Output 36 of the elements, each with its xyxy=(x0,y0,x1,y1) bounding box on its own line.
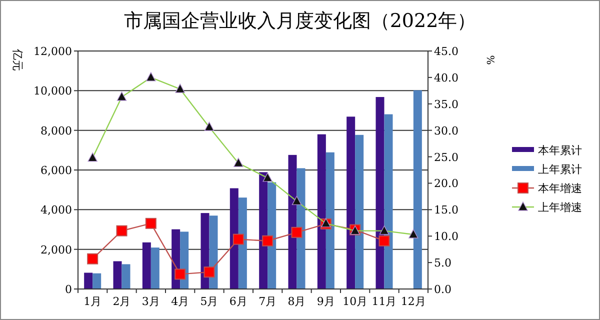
xtick: 7月 xyxy=(258,295,277,308)
y2label: % xyxy=(484,55,495,65)
y2tick: 20.0 xyxy=(434,177,458,190)
title: 市属国企营业收入月度变化图（2022年） xyxy=(124,10,476,32)
ytick: 6,000 xyxy=(40,164,72,177)
ytick: 12,000 xyxy=(34,45,72,58)
y2tick: 10.0 xyxy=(434,230,458,244)
xtick: 5月 xyxy=(200,295,218,308)
ylabel: 亿元 xyxy=(11,49,24,71)
xtick: 3月 xyxy=(142,295,160,308)
ytick: 8,000 xyxy=(40,124,72,138)
xtick: 12月 xyxy=(400,295,426,308)
y2tick: 5.0 xyxy=(434,256,452,270)
legend-label: 上年累计 xyxy=(538,163,582,176)
legend-label: 本年累计 xyxy=(538,144,582,157)
legend-label: 本年增速 xyxy=(538,182,582,195)
xtick: 2月 xyxy=(112,295,131,308)
y2tick: 25.0 xyxy=(434,150,458,164)
y2tick: 15.0 xyxy=(434,204,458,217)
ytick: 0 xyxy=(65,283,72,296)
xtick: 10月 xyxy=(342,295,368,308)
xtick: 11月 xyxy=(372,295,397,308)
y2tick: 35.0 xyxy=(434,98,458,111)
ytick: 2,000 xyxy=(40,243,72,256)
xtick: 1月 xyxy=(84,295,102,308)
y2tick: 45.0 xyxy=(434,45,458,58)
legend-label: 上年增速 xyxy=(538,201,582,214)
xtick: 8月 xyxy=(288,295,306,308)
y2tick: 0.0 xyxy=(434,283,452,296)
xtick: 6月 xyxy=(229,295,248,308)
y2tick: 40.0 xyxy=(434,71,458,84)
xtick: 4月 xyxy=(171,295,190,308)
ytick: 4,000 xyxy=(40,204,72,217)
y2tick: 30.0 xyxy=(434,124,458,138)
ytick: 10,000 xyxy=(34,84,72,98)
xtick: 9月 xyxy=(316,295,335,308)
